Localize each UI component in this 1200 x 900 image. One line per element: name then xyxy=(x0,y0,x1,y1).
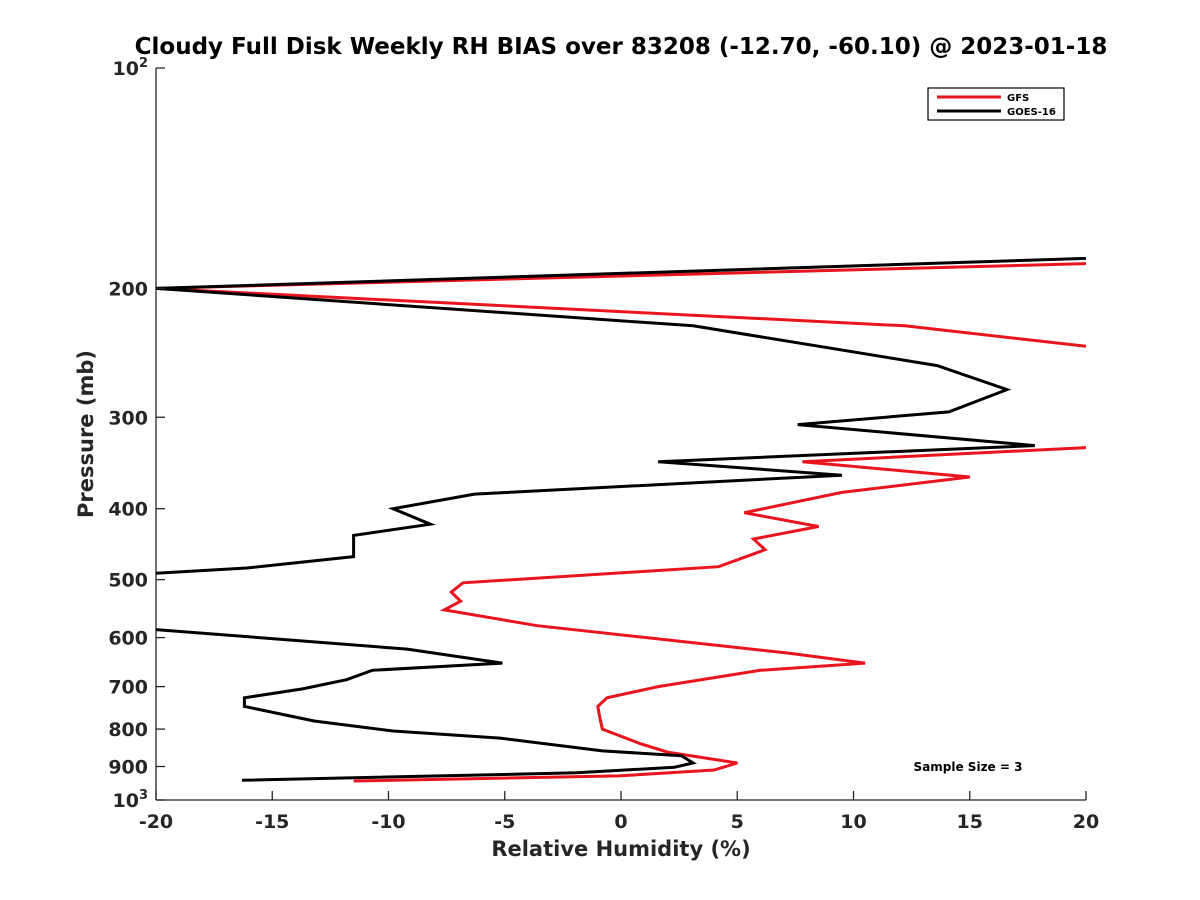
y-tick-label: 200 xyxy=(108,278,148,300)
y-tick-label: 400 xyxy=(108,499,148,521)
y-tick-label: 500 xyxy=(108,570,148,592)
x-tick-label: 15 xyxy=(957,811,983,833)
y-axis-label: Pressure (mb) xyxy=(74,350,98,518)
x-tick-label: 5 xyxy=(731,811,744,833)
chart-title: Cloudy Full Disk Weekly RH BIAS over 832… xyxy=(135,34,1108,60)
x-tick-label: 10 xyxy=(840,811,866,833)
x-tick-label: -10 xyxy=(371,811,405,833)
legend: GFS GOES-16 xyxy=(927,87,1065,121)
x-tick-label: 0 xyxy=(614,811,627,833)
x-tick-label: -5 xyxy=(494,811,515,833)
x-tick-label: -15 xyxy=(255,811,289,833)
legend-label-gfs: GFS xyxy=(1007,93,1029,104)
series-group xyxy=(156,256,1086,783)
y-tick-label: 300 xyxy=(108,407,148,429)
x-tick-label: 20 xyxy=(1073,811,1099,833)
y-tick-label: 600 xyxy=(108,628,148,650)
y-tick-label: 700 xyxy=(108,677,148,699)
x-tick-label: -20 xyxy=(139,811,173,833)
y-axis-ticks: 102 200 300 400 500 600 700 800 900 103 xyxy=(108,56,165,812)
x-axis-ticks: -20 -15 -10 -5 0 5 10 15 20 xyxy=(139,791,1099,833)
y-tick-label: 103 xyxy=(113,788,149,812)
series-line-gfs xyxy=(156,262,1086,783)
y-tick-label: 900 xyxy=(108,757,148,779)
legend-label-goes-16: GOES-16 xyxy=(1007,107,1056,118)
x-axis-label: Relative Humidity (%) xyxy=(491,837,750,861)
sample-size-annotation: Sample Size = 3 xyxy=(914,760,1023,774)
series-line-goes-16 xyxy=(156,256,1086,782)
legend-box xyxy=(927,87,1065,121)
y-tick-label: 102 xyxy=(113,56,149,80)
y-tick-label: 800 xyxy=(108,719,148,741)
